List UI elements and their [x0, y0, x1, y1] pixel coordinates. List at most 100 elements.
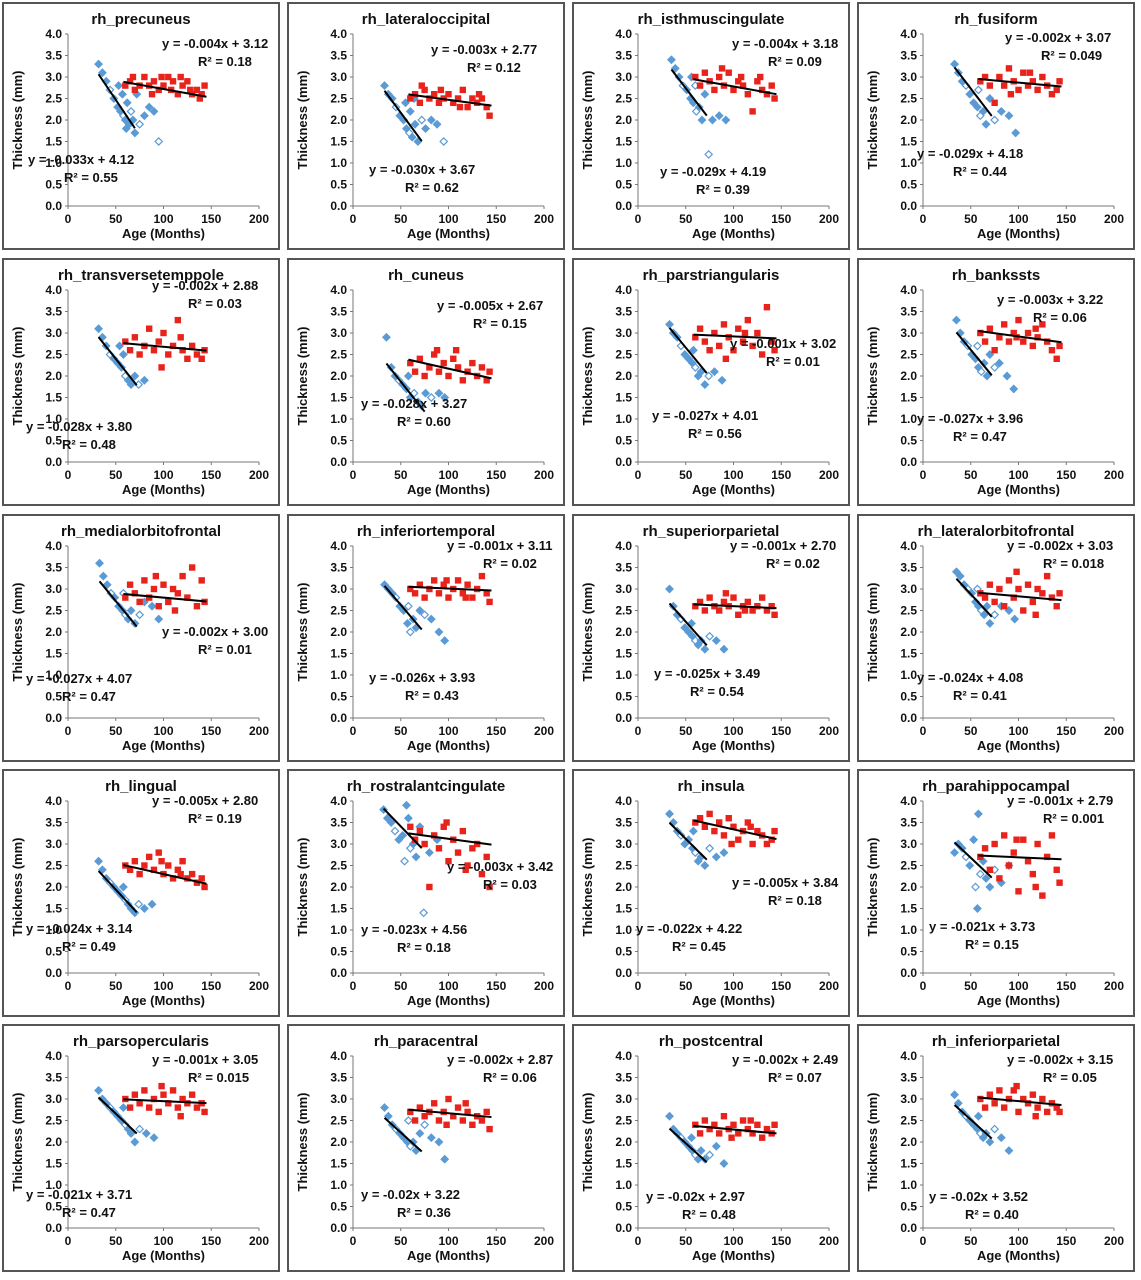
old-data-point [722, 590, 730, 597]
old-r-squared: R² = 0.03 [188, 296, 242, 311]
x-axis-label: Age (Months) [977, 993, 1060, 1008]
young-data-point [382, 813, 392, 823]
old-data-point [1053, 1104, 1060, 1111]
young-data-point [95, 558, 104, 568]
old-data-point [184, 1100, 191, 1107]
old-data-point [155, 86, 162, 94]
x-axis-label: Age (Months) [407, 482, 490, 497]
chart-svg: rh_fusiform 0.0 0.5 1.0 1.5 2.0 2.5 3.0 3.5 4.0 0 5… [865, 11, 1124, 241]
chart-title: rh_fusiform [954, 11, 1037, 28]
old-data-point [737, 73, 745, 81]
young-fit-line [383, 585, 423, 631]
y-axis-label: Thickness (mm) [295, 71, 310, 170]
young-r-squared: R² = 0.47 [62, 1205, 116, 1220]
old-data-point [744, 91, 752, 98]
young-fit-line [97, 336, 138, 386]
young-data-point [996, 106, 1006, 116]
y-tick-label: 0.5 [900, 1200, 917, 1214]
young-data-point [965, 89, 975, 99]
chart-svg: rh_inferiorparietal 0.0 0.5 1.0 1.5 2.0 2.5 3.0… [865, 1033, 1124, 1263]
y-axis-label: Thickness (mm) [295, 1093, 310, 1192]
old-data-point [715, 73, 723, 81]
y-tick-label: 3.5 [900, 561, 917, 575]
young-data-point [135, 1124, 145, 1134]
y-tick-label: 4.0 [900, 27, 917, 41]
y-tick-label: 1.5 [615, 1157, 632, 1171]
old-data-point [184, 594, 191, 601]
old-data-point [1015, 888, 1022, 895]
old-data-point [1029, 598, 1037, 606]
old-data-point [1015, 585, 1022, 593]
young-data-point [419, 908, 429, 918]
x-tick-label: 100 [1008, 979, 1028, 993]
x-tick-label: 0 [350, 1234, 357, 1248]
y-tick-label: 3.0 [615, 70, 632, 84]
x-tick-label: 0 [65, 979, 72, 993]
old-data-point [771, 827, 778, 835]
old-data-point [1034, 86, 1041, 94]
old-data-point [735, 1130, 742, 1137]
old-data-point [768, 82, 775, 89]
x-axis-label: Age (Months) [692, 482, 775, 497]
old-data-point [741, 329, 749, 337]
y-tick-label: 0.0 [900, 1221, 917, 1235]
old-data-point [179, 858, 186, 865]
young-data-point [417, 115, 427, 125]
old-data-point [141, 862, 148, 869]
young-data-point [109, 354, 119, 364]
old-data-point [469, 95, 476, 102]
x-tick-label: 0 [635, 724, 642, 738]
old-data-point [454, 95, 462, 102]
young-fit-line [953, 66, 993, 117]
young-fit-equation: y = -0.029x + 4.19 [660, 164, 766, 179]
x-tick-label: 0 [65, 212, 72, 226]
old-data-point [692, 1121, 699, 1128]
old-data-point [1032, 325, 1039, 332]
young-r-squared: R² = 0.48 [682, 1207, 736, 1222]
y-tick-label: 3.5 [330, 1071, 347, 1085]
x-axis-label: Age (Months) [122, 1248, 205, 1263]
chart-title: rh_lingual [105, 778, 177, 795]
old-r-squared: R² = 0.02 [766, 556, 820, 571]
young-data-point [410, 119, 420, 129]
old-data-point [435, 845, 443, 852]
y-tick-label: 1.0 [45, 412, 62, 426]
old-data-point [744, 316, 752, 324]
young-data-point [122, 98, 132, 108]
young-data-point [981, 119, 991, 129]
x-tick-label: 50 [964, 724, 978, 738]
y-tick-label: 1.5 [330, 902, 347, 916]
young-fit-equation: y = -0.023x + 4.56 [361, 922, 467, 937]
young-data-point [400, 856, 410, 866]
chart-panel: rh_lateraloccipital 0.0 0.5 1.0 1.5 2.0 2.5 3.0… [287, 2, 565, 250]
old-data-point [696, 82, 704, 89]
old-data-point [981, 1104, 989, 1111]
old-data-point [150, 866, 158, 873]
young-data-point [950, 59, 959, 69]
old-data-point [445, 91, 452, 98]
old-data-point [445, 372, 452, 380]
y-axis-label: Thickness (mm) [580, 1093, 595, 1192]
old-data-point [996, 1087, 1003, 1094]
x-tick-label: 100 [153, 468, 173, 482]
chart-panel: rh_insula 0.0 0.5 1.0 1.5 2.0 2.5 3.0 3.5 4.0 0 50 1… [572, 769, 850, 1017]
old-data-point [445, 858, 452, 865]
chart-svg: rh_inferiortemporal 0.0 0.5 1.0 1.5 2.0 2.5 3.0… [295, 523, 554, 753]
young-fit-line [98, 580, 138, 628]
young-data-point [426, 393, 436, 402]
chart-svg: rh_parahippocampal 0.0 0.5 1.0 1.5 2.0 2.5 3.0 3… [865, 778, 1124, 1008]
old-data-point [150, 585, 158, 593]
young-fit-equation: y = -0.024x + 4.08 [917, 670, 1023, 685]
x-tick-label: 0 [65, 724, 72, 738]
young-data-point [721, 115, 731, 125]
old-data-point [155, 338, 162, 345]
young-data-point [97, 865, 107, 875]
y-tick-label: 2.0 [615, 1135, 632, 1149]
x-tick-label: 50 [109, 724, 123, 738]
young-r-squared: R² = 0.60 [397, 414, 451, 429]
old-data-point [1039, 1095, 1046, 1103]
old-data-point [445, 594, 452, 601]
young-data-point [98, 571, 108, 581]
young-data-point [684, 354, 694, 364]
young-data-point [390, 826, 400, 836]
